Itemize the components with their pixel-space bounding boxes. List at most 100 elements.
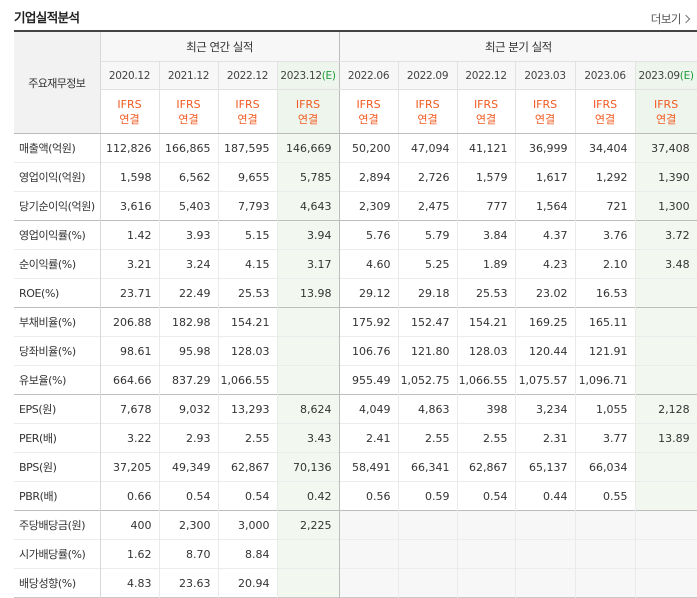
table-cell: 23.02 [515, 278, 576, 308]
ifrs-label: IFRS 연결 [575, 89, 636, 134]
table-cell: 47,094 [398, 133, 458, 163]
table-cell: 169.25 [515, 307, 576, 337]
table-cell: 0.42 [277, 481, 340, 511]
table-cell: 121.80 [398, 336, 458, 366]
table-cell: 777 [457, 191, 516, 221]
table-cell [515, 539, 576, 569]
table-cell: 1,579 [457, 162, 516, 192]
table-cell: 121.91 [575, 336, 636, 366]
table-cell: 70,136 [277, 452, 340, 482]
table-cell: 2.93 [159, 423, 219, 453]
period-header: 2022.09 [398, 61, 458, 90]
table-cell: 0.54 [159, 481, 219, 511]
period-header: 2022.12 [218, 61, 278, 90]
chevron-right-icon [681, 14, 691, 24]
table-cell: 4,049 [339, 394, 399, 424]
table-cell: 5.79 [398, 220, 458, 250]
table-cell: 4,863 [398, 394, 458, 424]
table-cell: 2,300 [159, 510, 219, 540]
table-cell [575, 568, 636, 598]
period-header: 2022.12 [457, 61, 516, 90]
table-cell [515, 510, 576, 540]
table-cell: 1,300 [635, 191, 697, 221]
table-cell: 62,867 [218, 452, 278, 482]
ifrs-line1: IFRS [415, 97, 440, 111]
table-cell [635, 539, 697, 569]
table-cell: 3.22 [100, 423, 160, 453]
row-label: EPS(원) [14, 394, 101, 424]
table-cell: 37,205 [100, 452, 160, 482]
table-cell [277, 307, 340, 337]
table-cell: 2,475 [398, 191, 458, 221]
table-cell: 1,066.55 [218, 365, 278, 395]
table-cell: 0.44 [515, 481, 576, 511]
table-cell: 3.17 [277, 249, 340, 279]
table-cell: 1,598 [100, 162, 160, 192]
row-label: PER(배) [14, 423, 101, 453]
period-label: 2023.09 [638, 69, 680, 82]
table-cell [398, 568, 458, 598]
more-label: 더보기 [650, 12, 682, 26]
table-row: 시가배당률(%) 1.62 8.70 8.84 [14, 539, 697, 569]
table-cell: 2.55 [398, 423, 458, 453]
table-cell: 20.94 [218, 568, 278, 598]
ifrs-line1: IFRS [117, 97, 142, 111]
table-row: EPS(원) 7,678 9,032 13,293 8,624 4,049 4,863 398… [14, 394, 697, 424]
ifrs-line2: 연결 [119, 112, 140, 126]
table-cell: 146,669 [277, 133, 340, 163]
table-cell: 664.66 [100, 365, 160, 395]
table-cell [575, 539, 636, 569]
table-cell: 955.49 [339, 365, 399, 395]
table-cell: 128.03 [457, 336, 516, 366]
more-link[interactable]: 더보기 [650, 11, 691, 27]
table-cell: 3,616 [100, 191, 160, 221]
table-cell: 1.62 [100, 539, 160, 569]
table-cell: 0.55 [575, 481, 636, 511]
table-cell: 3.76 [575, 220, 636, 250]
table-cell: 8,624 [277, 394, 340, 424]
ifrs-line2: 연결 [358, 112, 379, 126]
table-cell: 3.93 [159, 220, 219, 250]
table-cell: 95.98 [159, 336, 219, 366]
table-cell [457, 539, 516, 569]
table-cell: 182.98 [159, 307, 219, 337]
table-cell: 166,865 [159, 133, 219, 163]
ifrs-label: IFRS 연결 [339, 89, 399, 134]
table-cell: 154.21 [457, 307, 516, 337]
period-header: 2023.09(E) [635, 61, 697, 90]
table-cell: 837.29 [159, 365, 219, 395]
table-cell: 0.56 [339, 481, 399, 511]
table-cell: 3.21 [100, 249, 160, 279]
row-label: 배당성향(%) [14, 568, 101, 598]
ifrs-line2: 연결 [534, 112, 556, 126]
table-cell: 2,128 [635, 394, 697, 424]
table-row: 영업이익(억원) 1,598 6,562 9,655 5,785 2,894 2,726 1,… [14, 162, 697, 192]
table-cell [339, 568, 399, 598]
table-cell: 8.84 [218, 539, 278, 569]
table-cell [575, 510, 636, 540]
row-label: 당기순이익(억원) [14, 191, 101, 221]
ifrs-line2: 연결 [297, 112, 319, 126]
period-label: 2021.12 [167, 69, 210, 82]
ifrs-line1: IFRS [295, 97, 321, 111]
table-cell [635, 481, 697, 511]
table-row: 유보율(%) 664.66 837.29 1,066.55 955.49 1,052.75… [14, 365, 697, 395]
table-cell: 175.92 [339, 307, 399, 337]
table-cell: 9,032 [159, 394, 219, 424]
table-cell: 152.47 [398, 307, 458, 337]
ifrs-line1: IFRS [473, 97, 499, 111]
table-cell: 49,349 [159, 452, 219, 482]
table-cell: 34,404 [575, 133, 636, 163]
table-cell: 66,034 [575, 452, 636, 482]
table-row: 순이익률(%) 3.21 3.24 4.15 3.17 4.60 5.25 1.89 4.23 2… [14, 249, 697, 279]
ifrs-line2: 연결 [475, 112, 497, 126]
table-cell: 65,137 [515, 452, 576, 482]
section-title: 기업실적분석 [14, 10, 80, 25]
period-header: 2022.06 [339, 61, 399, 90]
ifrs-label: IFRS 연결 [635, 89, 697, 134]
table-cell: 50,200 [339, 133, 399, 163]
period-header: 2020.12 [100, 61, 160, 90]
table-row: 주당배당금(원) 400 2,300 3,000 2,225 [14, 510, 697, 540]
period-label: 2023.12 [280, 69, 322, 82]
table-cell: 206.88 [100, 307, 160, 337]
